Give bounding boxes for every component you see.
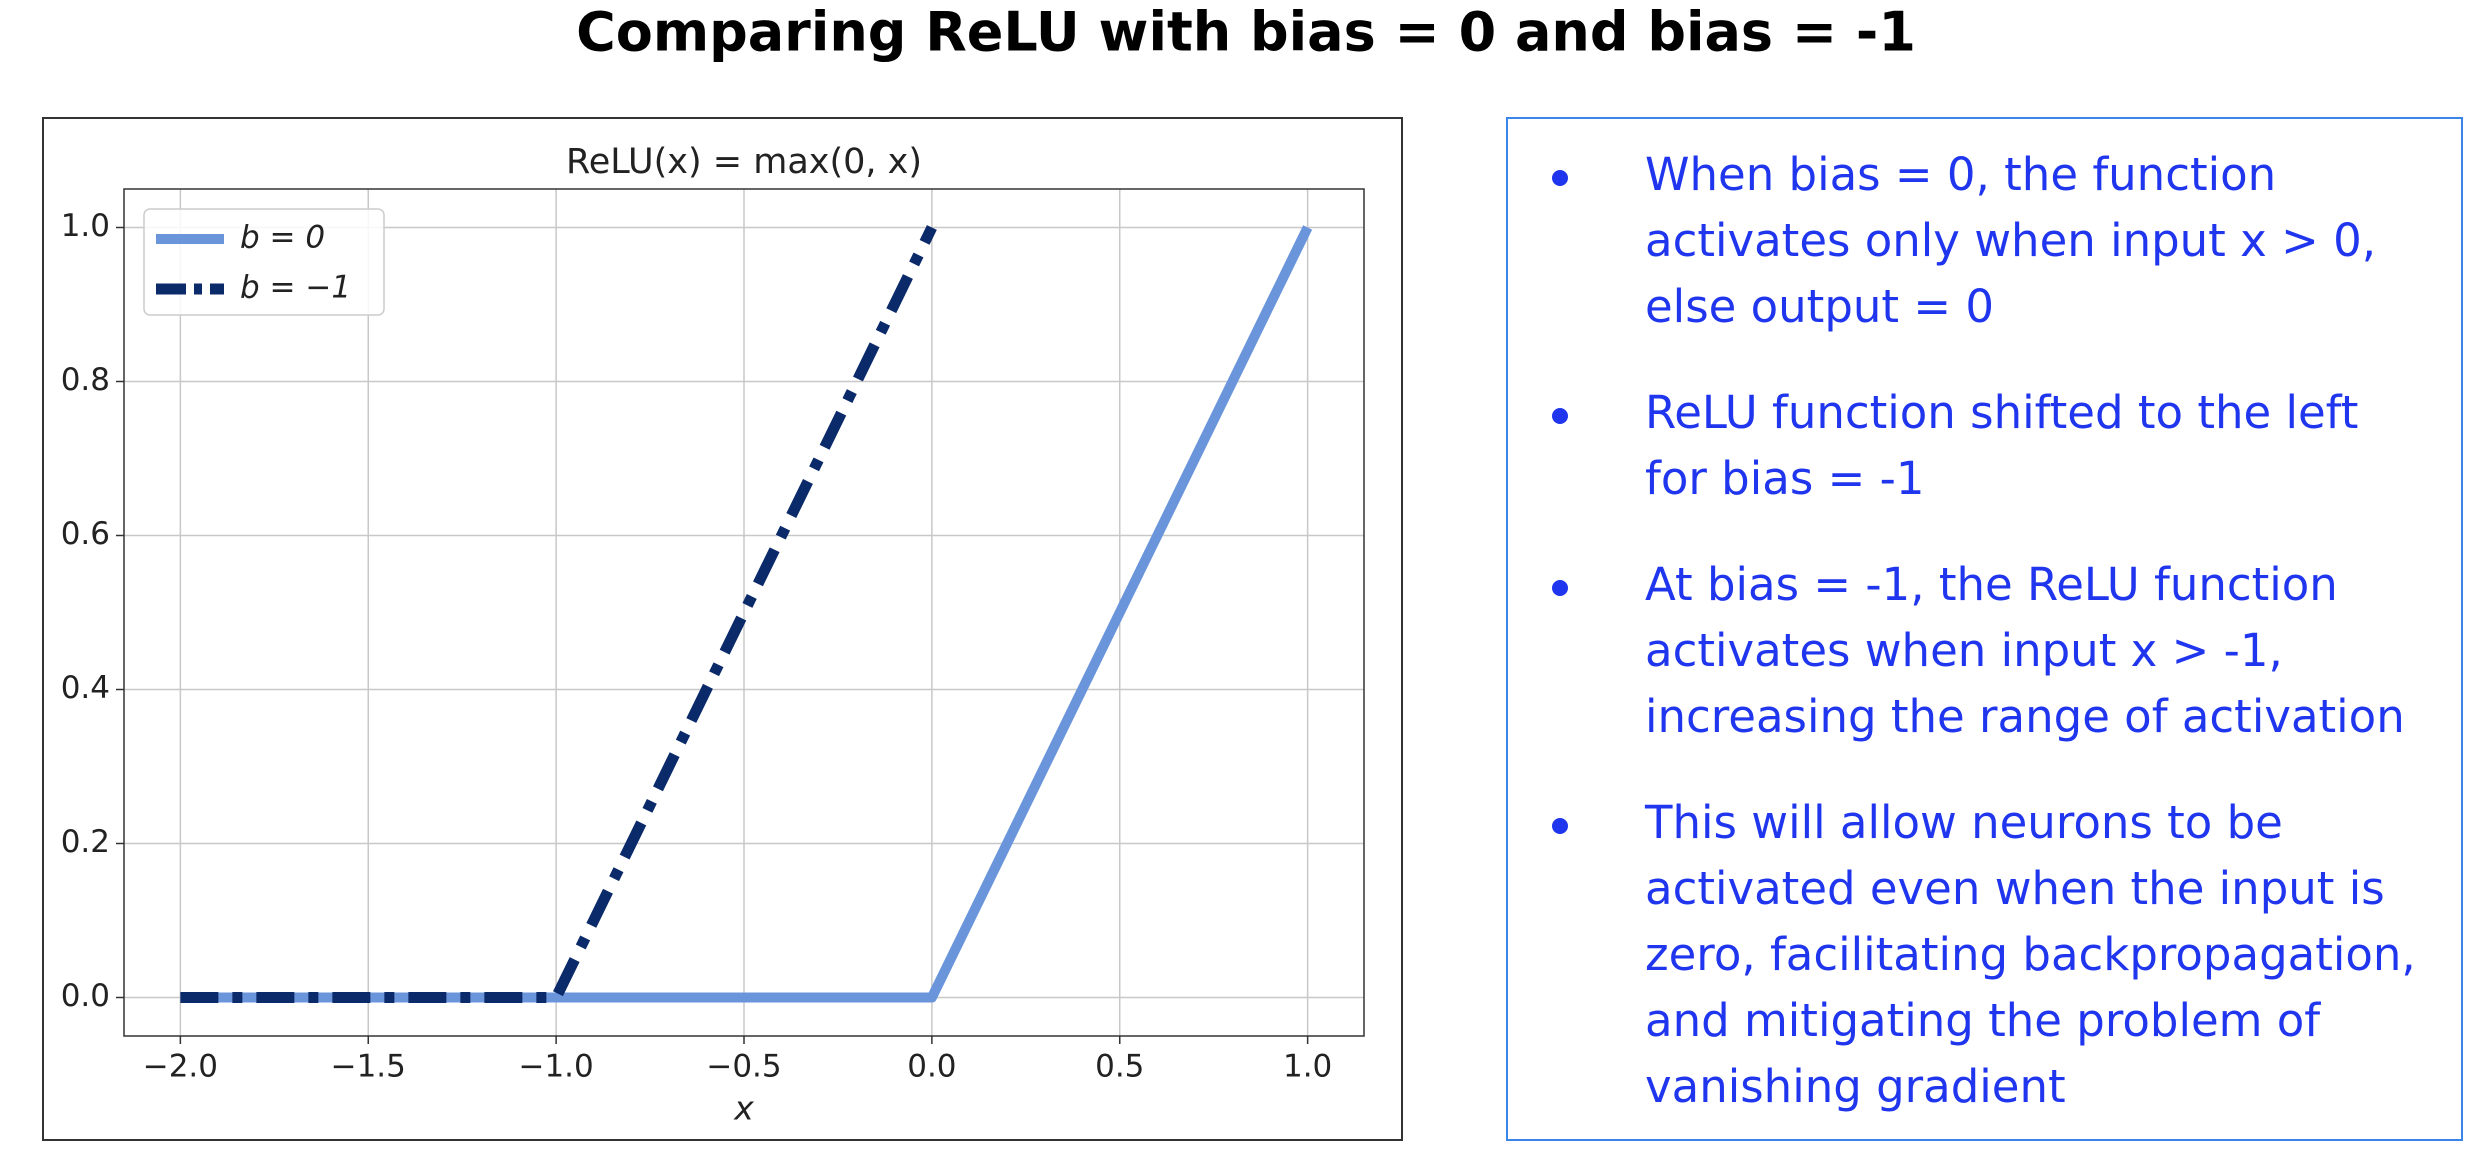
x-tick-label: −1.5 — [331, 1049, 406, 1085]
y-tick-label: 0.4 — [61, 670, 110, 706]
x-axis-label: x — [733, 1089, 754, 1128]
chart-title: ReLU(x) = max(0, x) — [566, 142, 922, 182]
note-line: When bias = 0, the function — [1645, 148, 2276, 201]
x-tick-label: −0.5 — [706, 1049, 781, 1085]
note-line: zero, facilitating backpropagation, — [1645, 928, 2416, 981]
notes-frame — [1506, 117, 2463, 1141]
note-line: and mitigating the problem of — [1645, 994, 2321, 1047]
x-tick-label: −2.0 — [143, 1049, 218, 1085]
x-tick-label: 0.0 — [907, 1049, 956, 1085]
note-line: increasing the range of activation — [1645, 690, 2405, 743]
note-line: else output = 0 — [1645, 280, 1994, 333]
series-line — [180, 225, 937, 1003]
bullet — [1552, 818, 1568, 834]
y-tick-label: 1.0 — [61, 208, 110, 244]
bullet — [1552, 170, 1568, 186]
note-line: for bias = -1 — [1645, 452, 1924, 505]
note-line: vanishing gradient — [1645, 1060, 2066, 1113]
note-line: activated even when the input is — [1645, 862, 2385, 915]
note-line: This will allow neurons to be — [1644, 796, 2283, 849]
y-tick-label: 0.0 — [61, 978, 110, 1014]
x-tick-label: 1.0 — [1283, 1049, 1332, 1085]
chart-frame — [42, 117, 1403, 1141]
note-line: ReLU function shifted to the left — [1645, 386, 2358, 439]
x-tick-label: −1.0 — [518, 1049, 593, 1085]
plot-area — [123, 188, 1365, 1037]
note-line: activates only when input x > 0, — [1645, 214, 2376, 267]
legend-label: b = 0 — [240, 220, 325, 256]
y-tick-label: 0.6 — [61, 516, 110, 552]
note-line: At bias = -1, the ReLU function — [1645, 558, 2338, 611]
bullet — [1552, 408, 1568, 424]
x-tick-label: 0.5 — [1095, 1049, 1144, 1085]
legend-label: b = −1 — [240, 270, 351, 306]
slide-title: Comparing ReLU with bias = 0 and bias = … — [576, 1, 1916, 64]
y-tick-label: 0.2 — [61, 824, 110, 860]
y-tick-label: 0.8 — [61, 362, 110, 398]
note-line: activates when input x > -1, — [1645, 624, 2283, 677]
bullet — [1552, 580, 1568, 596]
